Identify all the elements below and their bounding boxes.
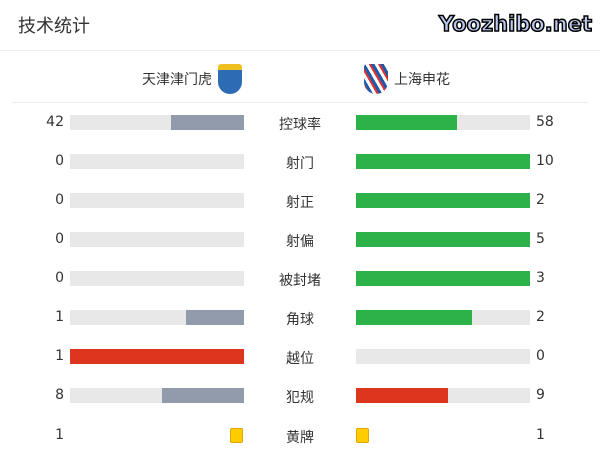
stat-label: 角球 xyxy=(286,312,314,328)
home-team: 天津津门虎 xyxy=(142,64,242,94)
away-value: 1 xyxy=(536,427,545,443)
away-value: 5 xyxy=(536,231,545,247)
stat-row: 1 越位 0 xyxy=(0,348,600,367)
away-bar xyxy=(356,193,530,208)
away-bar xyxy=(356,154,530,169)
home-value: 0 xyxy=(55,231,64,247)
stat-label: 黄牌 xyxy=(286,430,314,446)
home-value: 8 xyxy=(55,387,64,403)
home-value: 1 xyxy=(55,309,64,325)
home-value: 1 xyxy=(55,427,64,443)
home-value: 42 xyxy=(46,114,64,130)
away-value: 2 xyxy=(536,192,545,208)
stat-row: 1 角球 2 xyxy=(0,309,600,328)
home-team-badge-icon xyxy=(218,64,242,94)
page-title: 技术统计 xyxy=(18,16,90,37)
stat-row: 0 射门 10 xyxy=(0,153,600,172)
away-value: 58 xyxy=(536,114,554,130)
home-bar xyxy=(70,271,244,286)
stat-label: 被封堵 xyxy=(279,273,321,289)
stat-row: 8 犯规 9 xyxy=(0,387,600,406)
away-team-name: 上海申花 xyxy=(394,72,450,88)
stat-row: 0 射偏 5 xyxy=(0,231,600,250)
home-bar xyxy=(70,154,244,169)
home-bar xyxy=(70,232,244,247)
home-bar-fill xyxy=(162,388,244,403)
stat-row-yellow-cards: 1 黄牌 1 xyxy=(0,427,600,446)
away-value: 9 xyxy=(536,387,545,403)
yellow-card-icon xyxy=(356,428,369,443)
home-value: 0 xyxy=(55,270,64,286)
away-bar-fill xyxy=(356,271,530,286)
away-bar xyxy=(356,388,530,403)
home-bar xyxy=(70,193,244,208)
away-bar-fill xyxy=(356,193,530,208)
away-bar-fill xyxy=(356,154,530,169)
yellow-card-icon xyxy=(230,428,243,443)
home-bar-fill xyxy=(170,115,244,130)
away-bar-fill xyxy=(356,115,457,130)
home-bar-fill xyxy=(70,349,244,364)
home-bar xyxy=(70,349,244,364)
stat-label: 射偏 xyxy=(286,234,314,250)
away-bar xyxy=(356,310,530,325)
home-bar xyxy=(70,388,244,403)
home-bar xyxy=(70,310,244,325)
home-value: 1 xyxy=(55,348,64,364)
away-team: 上海申花 xyxy=(364,64,450,94)
home-bar xyxy=(70,115,244,130)
away-bar-fill xyxy=(356,388,449,403)
away-bar-fill xyxy=(356,310,473,325)
away-bar xyxy=(356,232,530,247)
away-value: 10 xyxy=(536,153,554,169)
away-bar-fill xyxy=(356,232,530,247)
stat-row: 42 控球率 58 xyxy=(0,114,600,133)
home-value: 0 xyxy=(55,153,64,169)
stat-label: 控球率 xyxy=(279,117,321,133)
stat-label: 越位 xyxy=(286,351,314,367)
stat-row: 0 被封堵 3 xyxy=(0,270,600,289)
home-bar-fill xyxy=(186,310,244,325)
away-bar xyxy=(356,115,530,130)
stat-label: 射门 xyxy=(286,156,314,172)
away-bar xyxy=(356,349,530,364)
divider xyxy=(0,50,600,51)
away-value: 3 xyxy=(536,270,545,286)
away-team-badge-icon xyxy=(364,64,388,94)
stat-label: 射正 xyxy=(286,195,314,211)
stat-row: 0 射正 2 xyxy=(0,192,600,211)
stat-label: 犯规 xyxy=(286,390,314,406)
away-bar xyxy=(356,271,530,286)
home-team-name: 天津津门虎 xyxy=(142,72,212,88)
home-value: 0 xyxy=(55,192,64,208)
divider xyxy=(12,102,588,103)
away-value: 2 xyxy=(536,309,545,325)
away-value: 0 xyxy=(536,348,545,364)
watermark: Yoozhibo.net xyxy=(438,11,593,37)
